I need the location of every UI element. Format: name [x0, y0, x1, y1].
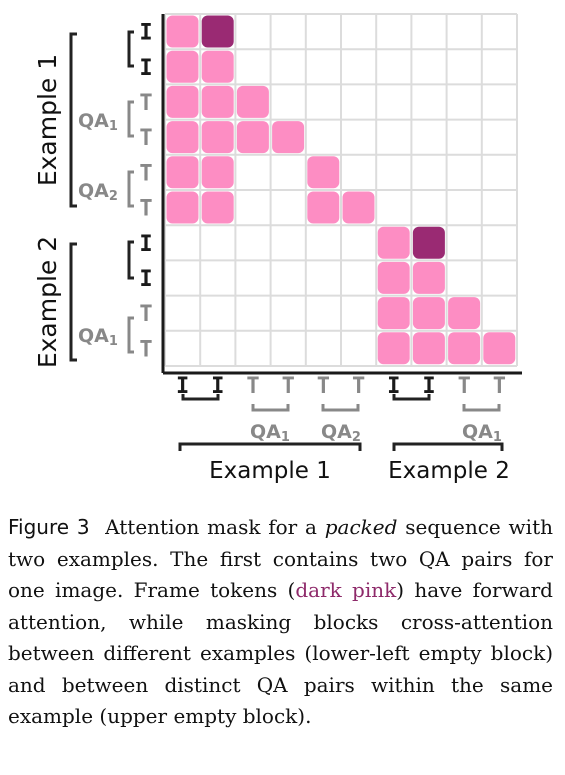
ex1-qa1-col-bracket [251, 404, 290, 412]
column-token-label: T [317, 374, 330, 399]
attention-cell [236, 121, 269, 154]
attention-cell [307, 156, 340, 189]
ex1-qa2-col-label: QA2 [321, 421, 361, 445]
attention-cell [201, 156, 234, 189]
ex2-image-col-bracket [392, 394, 431, 401]
column-token-label: T [458, 374, 471, 399]
row-token-label: I [139, 232, 152, 257]
attention-cell [166, 15, 199, 48]
attention-cell [448, 297, 481, 330]
row-token-label: I [139, 21, 152, 46]
mask-cells [166, 15, 516, 365]
attention-cell [236, 85, 269, 118]
example1-col-label: Example 1 [209, 458, 331, 484]
attention-cell [412, 261, 445, 294]
column-token-label: T [352, 374, 365, 399]
attention-cell [201, 50, 234, 83]
caption-dark-pink: dark pink [295, 578, 397, 602]
ex2-qa1-col-label: QA1 [462, 421, 502, 445]
attention-cell [377, 261, 410, 294]
figure-caption: Figure 3 Attention mask for a packed seq… [8, 512, 553, 733]
column-token-label: T [493, 374, 506, 399]
attention-cell [412, 297, 445, 330]
ex1-qa2-col-bracket [321, 404, 360, 412]
caption-text-3: ) have forward attention, while masking … [8, 578, 553, 728]
attention-cell [448, 332, 481, 365]
attention-cell [201, 85, 234, 118]
mask-grid [164, 13, 518, 367]
example2-row-label: Example 2 [33, 236, 62, 368]
ex1-qa1-row-bracket [127, 100, 134, 138]
ex1-qa1-row-label: QA1 [78, 110, 118, 134]
column-token-label: T [246, 374, 259, 399]
attention-cell [272, 121, 305, 154]
attention-cell [166, 191, 199, 224]
caption-emphasis: packed [324, 515, 398, 539]
ex2-qa1-row-bracket [127, 316, 134, 354]
attention-cell [201, 191, 234, 224]
row-token-label: T [139, 126, 152, 151]
example1-col-bracket [178, 442, 362, 451]
example1-row-label: Example 1 [33, 54, 62, 186]
attention-cell [412, 332, 445, 365]
attention-cell [377, 332, 410, 365]
attention-cell [377, 226, 410, 259]
attention-cell [166, 121, 199, 154]
row-token-label: I [139, 267, 152, 292]
attention-cell [377, 297, 410, 330]
example2-col-label: Example 2 [388, 458, 510, 484]
attention-cell [342, 191, 375, 224]
row-token-label: I [139, 56, 152, 81]
attention-cell [166, 50, 199, 83]
attention-cell [201, 121, 234, 154]
ex1-image-col-bracket [181, 394, 220, 401]
column-token-label: I [211, 374, 224, 399]
ex1-qa2-row-bracket [127, 170, 134, 208]
caption-text-1: Attention mask for a [105, 515, 325, 539]
row-token-label: T [139, 91, 152, 116]
ex2-image-row-bracket [127, 240, 134, 280]
frame-attention-cell [412, 226, 445, 259]
ex2-qa1-col-bracket [462, 404, 501, 412]
attention-cell [307, 191, 340, 224]
row-token-label: T [139, 302, 152, 327]
row-token-label: T [139, 337, 152, 362]
example2-col-bracket [392, 442, 504, 451]
attention-cell [483, 332, 516, 365]
ex1-image-row-bracket [127, 30, 134, 68]
ex2-qa1-row-label: QA1 [78, 325, 118, 349]
example1-row-bracket [69, 32, 77, 208]
column-token-label: I [387, 374, 400, 399]
ex1-qa1-col-label: QA1 [250, 421, 290, 445]
caption-figure-label: Figure 3 [8, 515, 90, 539]
example2-row-bracket [69, 242, 77, 362]
column-token-label: I [422, 374, 435, 399]
attention-cell [166, 85, 199, 118]
ex1-qa2-row-label: QA2 [78, 180, 118, 204]
row-token-label: T [139, 161, 152, 186]
column-token-label: T [282, 374, 295, 399]
attention-cell [166, 156, 199, 189]
caption-text-2: sequence with two examples. The first co… [8, 515, 553, 602]
column-token-label: I [176, 374, 189, 399]
frame-attention-cell [201, 15, 234, 48]
row-token-label: T [139, 197, 152, 222]
